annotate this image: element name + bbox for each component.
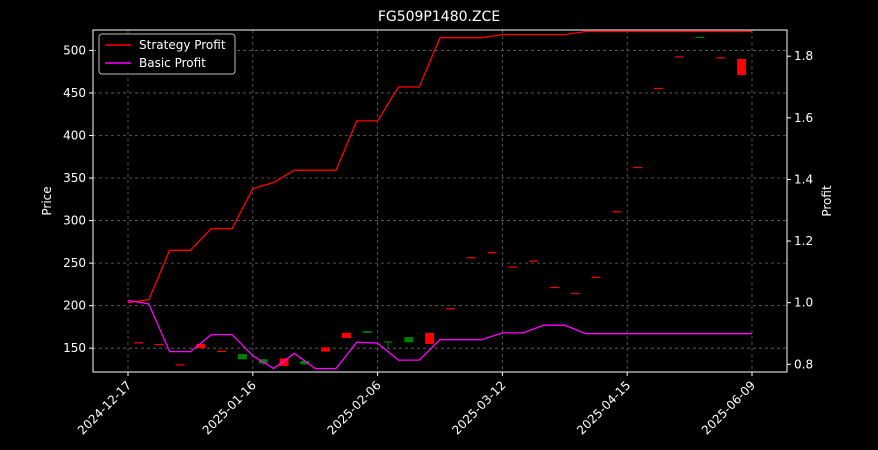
y-tick-label-left: 150 [63, 341, 86, 355]
candle-body [695, 36, 705, 39]
y-axis-label-left: Price [40, 186, 54, 215]
candle-body [362, 331, 372, 333]
candle-body [300, 360, 310, 365]
candle-body [487, 252, 497, 254]
y-tick-label-right: 1.0 [794, 296, 813, 310]
legend: Strategy Profit Basic Profit [98, 33, 236, 75]
y-tick-label-left: 200 [63, 299, 86, 313]
candles [133, 36, 747, 367]
candle-body [445, 308, 455, 310]
chart-title: FG509P1480.ZCE [378, 9, 500, 25]
candle-body [196, 343, 206, 349]
candle-body [529, 260, 539, 262]
x-tick-label: 2025-03-12 [449, 378, 508, 437]
x-tick-label: 2025-06-09 [699, 378, 758, 437]
y-tick-label-right: 1.6 [794, 111, 813, 125]
candle-body [341, 332, 351, 338]
legend-label-basic: Basic Profit [139, 56, 206, 70]
y-tick-label-left: 500 [63, 43, 86, 57]
candle-body [154, 343, 164, 346]
candle-body [175, 364, 185, 366]
candle-body [383, 341, 393, 343]
x-tick-label: 2025-02-06 [325, 378, 384, 437]
candle-body [612, 211, 622, 213]
candle-body [591, 276, 601, 278]
y-tick-label-right: 0.8 [794, 357, 813, 371]
chart: FG509P1480.ZCE 150200250300350400450500 … [40, 9, 834, 437]
legend-box [98, 33, 236, 75]
y-tick-label-right: 1.8 [794, 49, 813, 63]
legend-label-strategy: Strategy Profit [139, 38, 226, 52]
x-tick-label: 2025-01-16 [200, 378, 259, 437]
candle-body [404, 337, 414, 343]
y-axis-left: 150 200 250 300 350 400 450 500 [63, 43, 93, 355]
plot-frame [92, 29, 788, 373]
series-lines [127, 30, 752, 370]
candle-body [466, 257, 476, 259]
y-axis-right: 0.8 1.0 1.2 1.4 1.6 1.8 [787, 49, 813, 371]
strategy-profit-line [127, 30, 752, 304]
candle-body [321, 347, 331, 352]
candle-body [217, 350, 227, 352]
y-tick-label-left: 350 [63, 171, 86, 185]
candle-body [737, 58, 747, 76]
candle-body [653, 87, 663, 90]
candle-body [237, 354, 247, 360]
y-tick-label-left: 250 [63, 256, 86, 270]
basic-profit-line [127, 299, 752, 370]
x-tick-label: 2024-12-17 [75, 378, 134, 437]
candle-body [570, 292, 580, 295]
grid [93, 30, 787, 372]
y-tick-label-left: 400 [63, 128, 86, 142]
x-axis: 2024-12-17 2025-01-16 2025-02-06 2025-03-12… [75, 372, 758, 437]
y-axis-label-right: Profit [820, 185, 834, 217]
candle-body [279, 358, 289, 367]
y-tick-label-right: 1.4 [794, 172, 813, 186]
y-tick-label-left: 300 [63, 214, 86, 228]
x-tick-label: 2025-04-15 [574, 378, 633, 437]
candle-body [508, 266, 518, 268]
candle-body [549, 286, 559, 289]
candle-body [633, 166, 643, 169]
candle-body [133, 342, 143, 344]
candle-body [674, 56, 684, 58]
y-tick-label-left: 450 [63, 86, 86, 100]
candle-body [425, 332, 435, 344]
candle-body [716, 57, 726, 59]
y-tick-label-right: 1.2 [794, 234, 813, 248]
candle-body [258, 359, 268, 364]
